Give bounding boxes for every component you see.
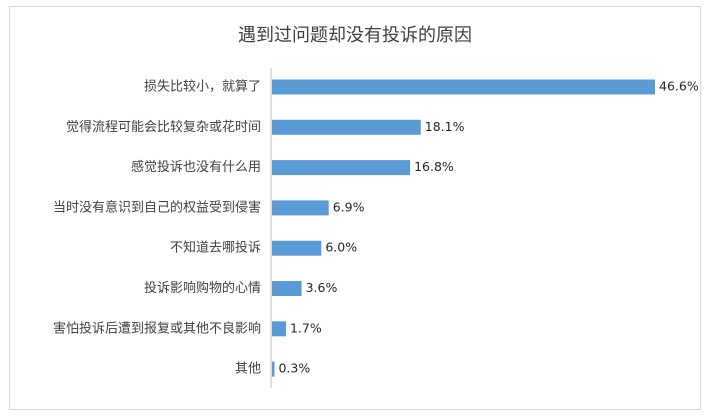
bar (272, 321, 286, 337)
category-label: 投诉影响购物的心情 (144, 280, 261, 296)
chart-title: 遇到过问题却没有投诉的原因 (238, 25, 472, 46)
category-label: 不知道去哪投诉 (170, 240, 261, 256)
chart-frame: 遇到过问题却没有投诉的原因 (9, 6, 701, 410)
data-label: 6.0% (325, 240, 357, 255)
bar (272, 361, 275, 377)
category-label: 损失比较小，就算了 (144, 80, 261, 95)
bar (272, 119, 421, 135)
bar (272, 160, 411, 176)
data-label: 0.3% (278, 361, 310, 376)
bar (272, 200, 329, 216)
bar (272, 79, 655, 95)
bar (272, 281, 302, 296)
data-label: 16.8% (414, 159, 454, 174)
bar (272, 240, 322, 256)
data-label: 6.9% (333, 199, 365, 214)
category-label: 其他 (235, 362, 261, 377)
data-label: 3.6% (306, 280, 338, 295)
data-label: 46.6% (659, 79, 699, 94)
data-label: 18.1% (425, 119, 465, 134)
category-label: 当时没有意识到自己的权益受到侵害 (53, 199, 261, 215)
category-label: 害怕投诉后遭到报复或其他不良影响 (53, 320, 261, 336)
data-label: 1.7% (290, 320, 322, 335)
category-label: 觉得流程可能会比较复杂或花时间 (66, 119, 261, 135)
category-label: 感觉投诉也没有什么用 (131, 159, 261, 175)
